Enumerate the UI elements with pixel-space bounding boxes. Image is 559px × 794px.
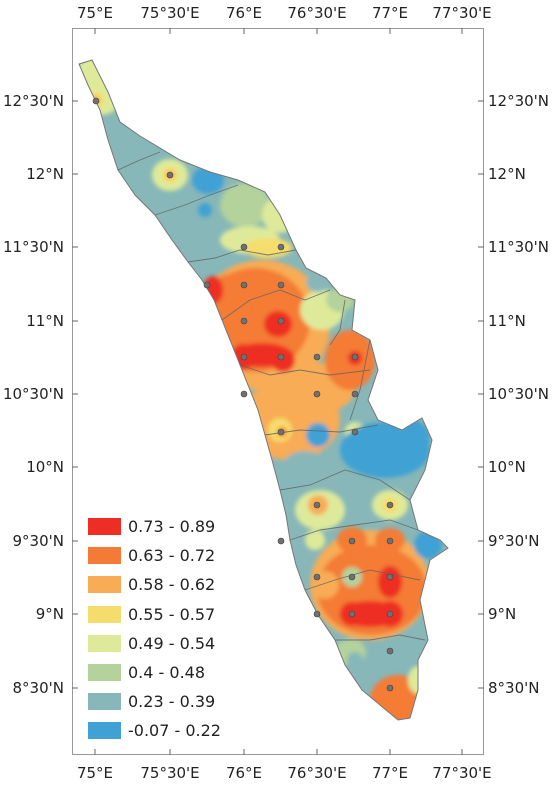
lat-label-left: 11°30'N [2, 238, 64, 256]
tick-marks [72, 28, 484, 755]
lat-label-left: 11°N [26, 312, 64, 330]
legend-label: 0.63 - 0.72 [128, 546, 216, 566]
legend-item: 0.58 - 0.62 [88, 570, 221, 599]
legend-item: -0.07 - 0.22 [88, 716, 221, 745]
legend-item: 0.49 - 0.54 [88, 629, 221, 658]
lon-label-bottom: 75°E [76, 764, 114, 782]
lat-label-left: 12°N [26, 165, 64, 183]
lat-label-left: 12°30'N [2, 92, 64, 110]
legend-swatch [88, 722, 121, 740]
lat-label-right: 12°30'N [488, 92, 550, 110]
lat-label-right: 10°N [488, 458, 526, 476]
lat-label-right: 9°30'N [488, 532, 540, 550]
legend-swatch [88, 547, 121, 565]
legend-swatch [88, 518, 121, 536]
legend-label: 0.49 - 0.54 [128, 633, 216, 653]
legend-label: 0.55 - 0.57 [128, 604, 216, 624]
legend-label: 0.73 - 0.89 [128, 517, 216, 537]
lat-label-left: 10°N [26, 458, 64, 476]
lat-label-left: 9°N [35, 605, 64, 623]
lon-label-top: 76°E [225, 4, 263, 22]
lon-label-top: 75°E [76, 4, 114, 22]
legend-item: 0.55 - 0.57 [88, 600, 221, 629]
legend-item: 0.73 - 0.89 [88, 512, 221, 541]
lat-label-right: 11°N [488, 312, 526, 330]
station-markers [92, 97, 394, 692]
lat-label-left: 9°30'N [12, 532, 64, 550]
legend-label: 0.4 - 0.48 [128, 663, 206, 683]
lat-label-left: 8°30'N [12, 679, 64, 697]
lat-label-right: 8°30'N [488, 679, 540, 697]
lon-label-bottom: 76°30'E [287, 764, 347, 782]
lon-label-bottom: 77°E [371, 764, 409, 782]
lon-label-top: 75°30'E [140, 4, 200, 22]
legend-swatch [88, 634, 121, 652]
lon-label-top: 77°30'E [432, 4, 492, 22]
lat-label-right: 9°N [488, 605, 517, 623]
legend-label: 0.23 - 0.39 [128, 692, 216, 712]
legend-label: 0.58 - 0.62 [128, 575, 216, 595]
legend-label: -0.07 - 0.22 [128, 721, 221, 741]
legend-item: 0.4 - 0.48 [88, 658, 221, 687]
lon-label-bottom: 75°30'E [140, 764, 200, 782]
lon-label-bottom: 76°E [225, 764, 263, 782]
legend-item: 0.63 - 0.72 [88, 541, 221, 570]
lon-label-top: 77°E [371, 4, 409, 22]
legend-swatch [88, 664, 121, 682]
legend-swatch [88, 693, 121, 711]
lat-label-right: 10°30'N [488, 385, 550, 403]
map-frame-border [72, 28, 484, 755]
lat-label-right: 12°N [488, 165, 526, 183]
lon-label-top: 76°30'E [287, 4, 347, 22]
legend: 0.73 - 0.89 0.63 - 0.72 0.58 - 0.62 0.55… [88, 512, 221, 746]
lon-label-bottom: 77°30'E [432, 764, 492, 782]
lat-label-left: 10°30'N [2, 385, 64, 403]
lat-label-right: 11°30'N [488, 238, 550, 256]
legend-swatch [88, 605, 121, 623]
legend-item: 0.23 - 0.39 [88, 687, 221, 716]
legend-swatch [88, 576, 121, 594]
